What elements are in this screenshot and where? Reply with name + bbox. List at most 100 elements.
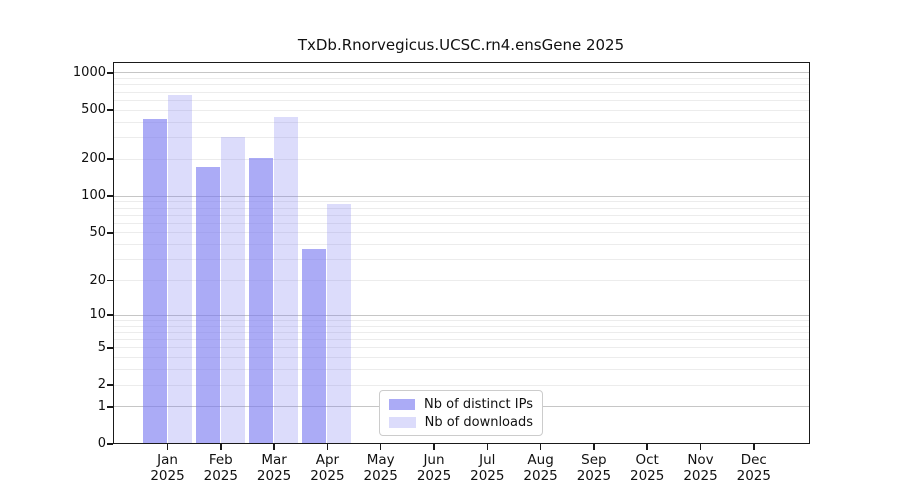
x-axis-tick xyxy=(166,444,169,450)
minor-gridline xyxy=(114,214,809,216)
legend-label-downloads: Nb of downloads xyxy=(424,414,533,430)
x-axis-tick xyxy=(433,444,435,450)
y-axis-tick xyxy=(107,384,113,386)
y-axis-tick xyxy=(107,109,113,111)
minor-gridline xyxy=(114,222,809,224)
y-tick-label: 20 xyxy=(89,272,106,288)
bar-nb-of-downloads-apr-2025 xyxy=(327,203,352,443)
y-axis-tick xyxy=(107,158,113,160)
bar-nb-of-distinct-ips-apr-2025 xyxy=(302,249,327,443)
y-axis-tick xyxy=(107,232,113,234)
minor-gridline xyxy=(114,84,809,86)
x-tick-label-year: 2025 xyxy=(416,468,452,484)
plot-area xyxy=(113,62,810,444)
x-axis-tick xyxy=(486,444,489,450)
legend-label-distinct-ips: Nb of distinct IPs xyxy=(424,396,533,412)
major-gridline xyxy=(114,72,809,74)
minor-gridline xyxy=(114,207,809,209)
bar-nb-of-distinct-ips-mar-2025 xyxy=(249,158,274,443)
x-tick-label: Apr 2025 xyxy=(310,452,345,484)
y-tick-label: 50 xyxy=(89,224,106,240)
y-tick-label: 200 xyxy=(81,151,106,167)
minor-gridline xyxy=(114,99,809,101)
x-axis-tick xyxy=(273,444,275,450)
y-tick-label: 1000 xyxy=(72,64,106,80)
x-tick-label: Nov 2025 xyxy=(683,452,718,484)
legend-swatch-downloads-icon xyxy=(389,416,416,428)
y-tick-label: 0 xyxy=(97,436,106,451)
x-tick-label: Dec 2025 xyxy=(736,452,771,484)
legend-item-distinct-ips: Nb of distinct IPs xyxy=(389,397,533,412)
minor-gridline xyxy=(114,347,809,349)
x-tick-label: Oct 2025 xyxy=(630,452,665,484)
y-tick-label: 2 xyxy=(97,377,106,392)
y-axis-tick xyxy=(107,443,113,445)
bar-nb-of-distinct-ips-feb-2025 xyxy=(195,166,220,443)
minor-gridline xyxy=(114,158,809,160)
x-axis-tick xyxy=(699,444,702,450)
y-axis-tick xyxy=(107,279,113,282)
x-axis-tick xyxy=(646,444,648,450)
x-tick-label: Sep 2025 xyxy=(576,452,612,484)
minor-gridline xyxy=(114,319,809,321)
x-tick-label-year: 2025 xyxy=(256,468,292,484)
legend-swatch-distinct-ips-icon xyxy=(389,398,416,410)
bar-nb-of-downloads-jan-2025 xyxy=(167,95,192,443)
minor-gridline xyxy=(114,325,809,327)
x-tick-label: May 2025 xyxy=(363,452,398,484)
y-axis-tick xyxy=(107,72,113,74)
legend: Nb of distinct IPs Nb of downloads xyxy=(379,390,543,436)
x-tick-label: Mar 2025 xyxy=(256,452,292,484)
legend-item-downloads: Nb of downloads xyxy=(389,415,533,430)
x-tick-label-year: 2025 xyxy=(363,468,398,484)
x-tick-label-year: 2025 xyxy=(736,468,771,484)
minor-gridline xyxy=(114,280,809,281)
minor-gridline xyxy=(114,369,809,371)
x-tick-label-year: 2025 xyxy=(150,468,185,484)
x-tick-label-year: 2025 xyxy=(630,468,665,484)
major-gridline xyxy=(114,195,809,197)
minor-gridline xyxy=(114,91,809,93)
minor-gridline xyxy=(114,201,809,203)
y-axis-tick xyxy=(107,195,113,197)
x-tick-label-year: 2025 xyxy=(310,468,345,484)
x-tick-label-year: 2025 xyxy=(576,468,612,484)
y-tick-label: 1 xyxy=(97,398,106,414)
minor-gridline xyxy=(114,121,809,123)
x-tick-label: Aug 2025 xyxy=(523,452,558,484)
x-tick-label-year: 2025 xyxy=(683,468,718,484)
x-tick-label: Jul 2025 xyxy=(470,452,505,484)
y-axis-tick xyxy=(107,406,113,408)
x-tick-label-year: 2025 xyxy=(470,468,505,484)
minor-gridline xyxy=(114,78,809,80)
y-axis-tick xyxy=(107,314,113,316)
x-axis-tick xyxy=(220,444,222,450)
y-tick-label: 5 xyxy=(97,339,106,355)
x-axis-tick xyxy=(593,444,595,450)
x-tick-label: Jan 2025 xyxy=(150,452,185,484)
minor-gridline xyxy=(114,244,809,246)
minor-gridline xyxy=(114,232,809,234)
minor-gridline xyxy=(114,331,809,333)
bar-nb-of-downloads-mar-2025 xyxy=(274,117,299,443)
y-axis-tick xyxy=(107,347,113,349)
x-axis-tick xyxy=(326,444,329,450)
chart-title: TxDb.Rnorvegicus.UCSC.rn4.ensGene 2025 xyxy=(297,36,625,54)
x-tick-label-year: 2025 xyxy=(203,468,238,484)
minor-gridline xyxy=(114,109,809,111)
y-tick-label: 500 xyxy=(81,102,106,118)
y-tick-label: 10 xyxy=(89,307,106,323)
bar-nb-of-downloads-feb-2025 xyxy=(220,136,245,443)
x-axis-tick xyxy=(539,444,542,450)
minor-gridline xyxy=(114,384,809,386)
bar-nb-of-distinct-ips-jan-2025 xyxy=(142,118,167,443)
x-tick-label: Jun 2025 xyxy=(416,452,452,484)
minor-gridline xyxy=(114,339,809,340)
x-tick-label-year: 2025 xyxy=(523,468,558,484)
x-tick-label: Feb 2025 xyxy=(203,452,238,484)
major-gridline xyxy=(114,314,809,316)
minor-gridline xyxy=(114,137,809,139)
x-axis-tick xyxy=(379,444,382,450)
y-tick-label: 100 xyxy=(81,188,106,204)
